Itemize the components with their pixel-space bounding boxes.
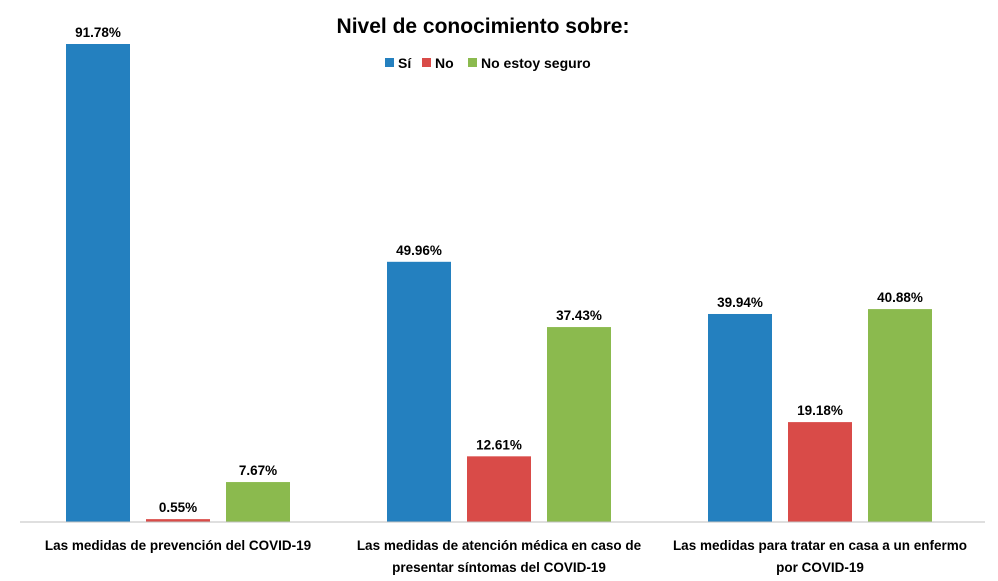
data-label-3-series-1: 39.94%: [717, 295, 763, 310]
bar-3-series-3: [868, 309, 932, 522]
bar-3-series-1: [708, 313, 772, 522]
data-label-1-series-3: 7.67%: [239, 463, 277, 478]
data-label-3-series-2: 19.18%: [797, 403, 843, 418]
bar-1-series-2: [146, 519, 210, 522]
chart-title: Nivel de conocimiento sobre:: [337, 15, 630, 38]
bar-1-series-3: [226, 482, 290, 522]
category-label-2-line-2: presentar síntomas del COVID-19: [392, 560, 606, 575]
data-label-2-series-1: 49.96%: [396, 243, 442, 258]
category-label-2-line-1: Las medidas de atención médica en caso d…: [357, 538, 642, 553]
bar-2-series-3: [547, 327, 611, 522]
bar-2-series-1: [387, 261, 451, 522]
data-label-1-series-1: 91.78%: [75, 25, 121, 40]
legend: Sí No No estoy seguro: [385, 55, 591, 71]
legend-swatch-1: [385, 58, 394, 67]
bars: [66, 44, 932, 522]
legend-swatch-3: [468, 58, 477, 67]
category-label-3-line-2: por COVID-19: [776, 560, 864, 575]
legend-label-2: No: [435, 55, 454, 71]
data-label-3-series-3: 40.88%: [877, 290, 923, 305]
bar-2-series-2: [467, 456, 531, 522]
bar-3-series-2: [788, 422, 852, 522]
legend-label-1: Sí: [398, 55, 412, 71]
category-label-1-line-1: Las medidas de prevención del COVID-19: [45, 538, 311, 553]
data-label-2-series-2: 12.61%: [476, 437, 522, 452]
legend-label-3: No estoy seguro: [481, 55, 591, 71]
legend-swatch-2: [422, 58, 431, 67]
data-label-1-series-2: 0.55%: [159, 500, 197, 515]
data-labels: 91.78% 0.55% 7.67% 49.96% 12.61% 37.43% 39.94%…: [75, 25, 923, 515]
data-label-2-series-3: 37.43%: [556, 308, 602, 323]
category-label-3-line-1: Las medidas para tratar en casa a un enf…: [673, 538, 967, 553]
bar-1-series-1: [66, 44, 130, 522]
category-labels: Las medidas de prevención del COVID-19 La…: [45, 538, 967, 575]
